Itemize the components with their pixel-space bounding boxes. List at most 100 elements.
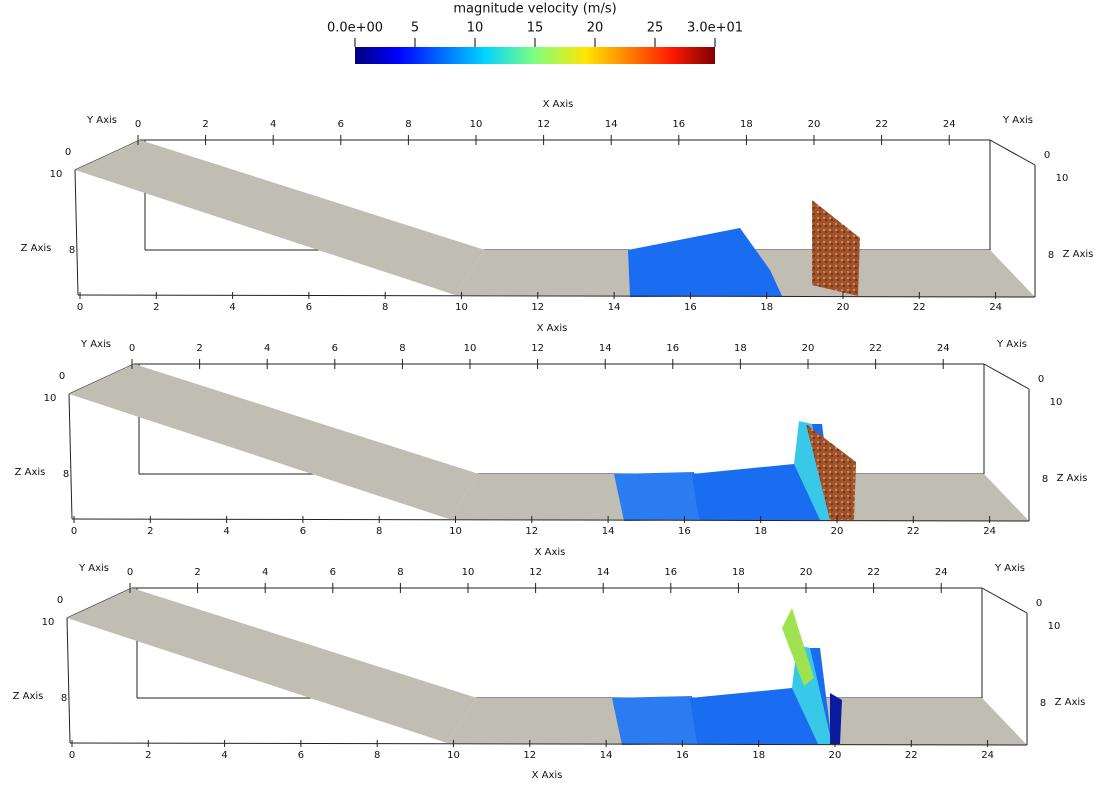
bottom-tick-label: 18 [752, 750, 765, 761]
bottom-tick-label: 8 [382, 302, 388, 313]
z-axis-label: Z Axis [1057, 473, 1088, 484]
x-axis-label: X Axis [543, 99, 574, 110]
right-tick-label: 8 [1042, 474, 1048, 485]
wall [830, 693, 842, 744]
left-tick-label: 8 [69, 245, 75, 256]
top-tick-label: 10 [464, 343, 477, 354]
top-tick-label: 0 [135, 119, 141, 130]
top-tick-label: 2 [202, 119, 208, 130]
bottom-tick-label: 22 [907, 526, 920, 537]
bottom-tick-label: 6 [300, 526, 306, 537]
top-tick-label: 12 [529, 567, 542, 578]
right-tick-label: 0 [1044, 150, 1050, 161]
bottom-tick-label: 12 [531, 302, 544, 313]
top-tick-label: 18 [732, 567, 745, 578]
top-tick-label: 16 [672, 119, 685, 130]
bottom-tick-label: 18 [760, 302, 773, 313]
bottom-tick-label: 10 [449, 526, 462, 537]
wall [812, 200, 860, 296]
z-axis-label: Z Axis [1063, 249, 1094, 260]
top-tick-label: 16 [666, 343, 679, 354]
bottom-tick-label: 12 [523, 750, 536, 761]
top-tick-label: 22 [869, 343, 882, 354]
bottom-tick-label: 0 [71, 526, 77, 537]
top-tick-label: 20 [800, 567, 813, 578]
top-tick-label: 24 [935, 567, 948, 578]
colorbar-label: 10 [467, 21, 484, 36]
right-tick-label: 10 [1048, 621, 1061, 632]
bottom-tick-label: 2 [147, 526, 153, 537]
y-axis-label: Y Axis [78, 563, 109, 574]
top-tick-label: 6 [332, 343, 338, 354]
bottom-tick-label: 16 [676, 750, 689, 761]
bottom-tick-label: 12 [525, 526, 538, 537]
bottom-tick-label: 24 [981, 750, 994, 761]
bottom-tick-label: 14 [608, 302, 621, 313]
water [628, 228, 782, 297]
right-tick-label: 0 [1036, 598, 1042, 609]
y-axis-label: Y Axis [994, 563, 1025, 574]
bottom-tick-label: 20 [837, 302, 850, 313]
x-axis-label: X Axis [535, 547, 566, 558]
bottom-x-axis-label: X Axis [532, 770, 563, 781]
bottom-tick-label: 8 [374, 750, 380, 761]
bottom-tick-label: 6 [298, 750, 304, 761]
top-tick-label: 10 [462, 567, 475, 578]
bottom-tick-label: 16 [684, 302, 697, 313]
colorbar-title: magnitude velocity (m/s) [453, 2, 616, 17]
left-tick-label: 0 [65, 147, 71, 158]
top-tick-label: 4 [264, 343, 270, 354]
bottom-tick-label: 8 [376, 526, 382, 537]
top-tick-label: 0 [129, 343, 135, 354]
colorbar-gradient [355, 47, 715, 64]
colorbar-label: 3.0e+01 [687, 21, 743, 36]
bottom-tick-label: 4 [229, 302, 235, 313]
colorbar-label: 20 [587, 21, 604, 36]
z-axis-label: Z Axis [13, 691, 44, 702]
top-tick-label: 8 [405, 119, 411, 130]
bottom-tick-label: 20 [831, 526, 844, 537]
water-thin [612, 696, 697, 745]
top-tick-label: 10 [470, 119, 483, 130]
right-tick-label: 10 [1056, 173, 1069, 184]
bottom-tick-label: 18 [754, 526, 767, 537]
panel: X Axis Y Axis Y Axis Z Axis Z Axis 0 24 6 8 10 12 1… [13, 547, 1086, 761]
axis-line [75, 170, 78, 295]
colorbar-label: 5 [411, 21, 419, 36]
top-tick-label: 6 [330, 567, 336, 578]
ramp [69, 364, 479, 519]
axis-line [67, 618, 70, 743]
colorbar-label: 25 [647, 21, 664, 36]
top-tick-label: 12 [537, 119, 550, 130]
bottom-tick-label: 24 [983, 526, 996, 537]
bottom-tick-label: 14 [602, 526, 615, 537]
top-tick-label: 4 [262, 567, 268, 578]
right-tick-label: 8 [1048, 250, 1054, 261]
top-tick-label: 22 [875, 119, 888, 130]
top-tick-label: 20 [802, 343, 815, 354]
bottom-tick-label: 0 [69, 750, 75, 761]
axis-line [990, 140, 1035, 165]
ramp [67, 588, 477, 743]
z-axis-label: Z Axis [1055, 697, 1086, 708]
bottom-tick-label: 6 [306, 302, 312, 313]
top-tick-label: 8 [397, 567, 403, 578]
top-tick-label: 4 [270, 119, 276, 130]
bottom-tick-label: 10 [455, 302, 468, 313]
top-tick-label: 20 [808, 119, 821, 130]
right-tick-label: 0 [1038, 374, 1044, 385]
z-axis-label: Z Axis [21, 243, 52, 254]
y-axis-label: Y Axis [86, 115, 117, 126]
top-tick-label: 8 [399, 343, 405, 354]
top-tick-label: 6 [338, 119, 344, 130]
bottom-tick-label: 16 [678, 526, 691, 537]
left-tick-label: 8 [61, 693, 67, 704]
bottom-tick-label: 22 [913, 302, 926, 313]
z-axis-label: Z Axis [15, 467, 46, 478]
bottom-tick-label: 4 [223, 526, 229, 537]
top-tick-label: 0 [127, 567, 133, 578]
top-tick-label: 14 [599, 343, 612, 354]
left-tick-label: 0 [57, 595, 63, 606]
